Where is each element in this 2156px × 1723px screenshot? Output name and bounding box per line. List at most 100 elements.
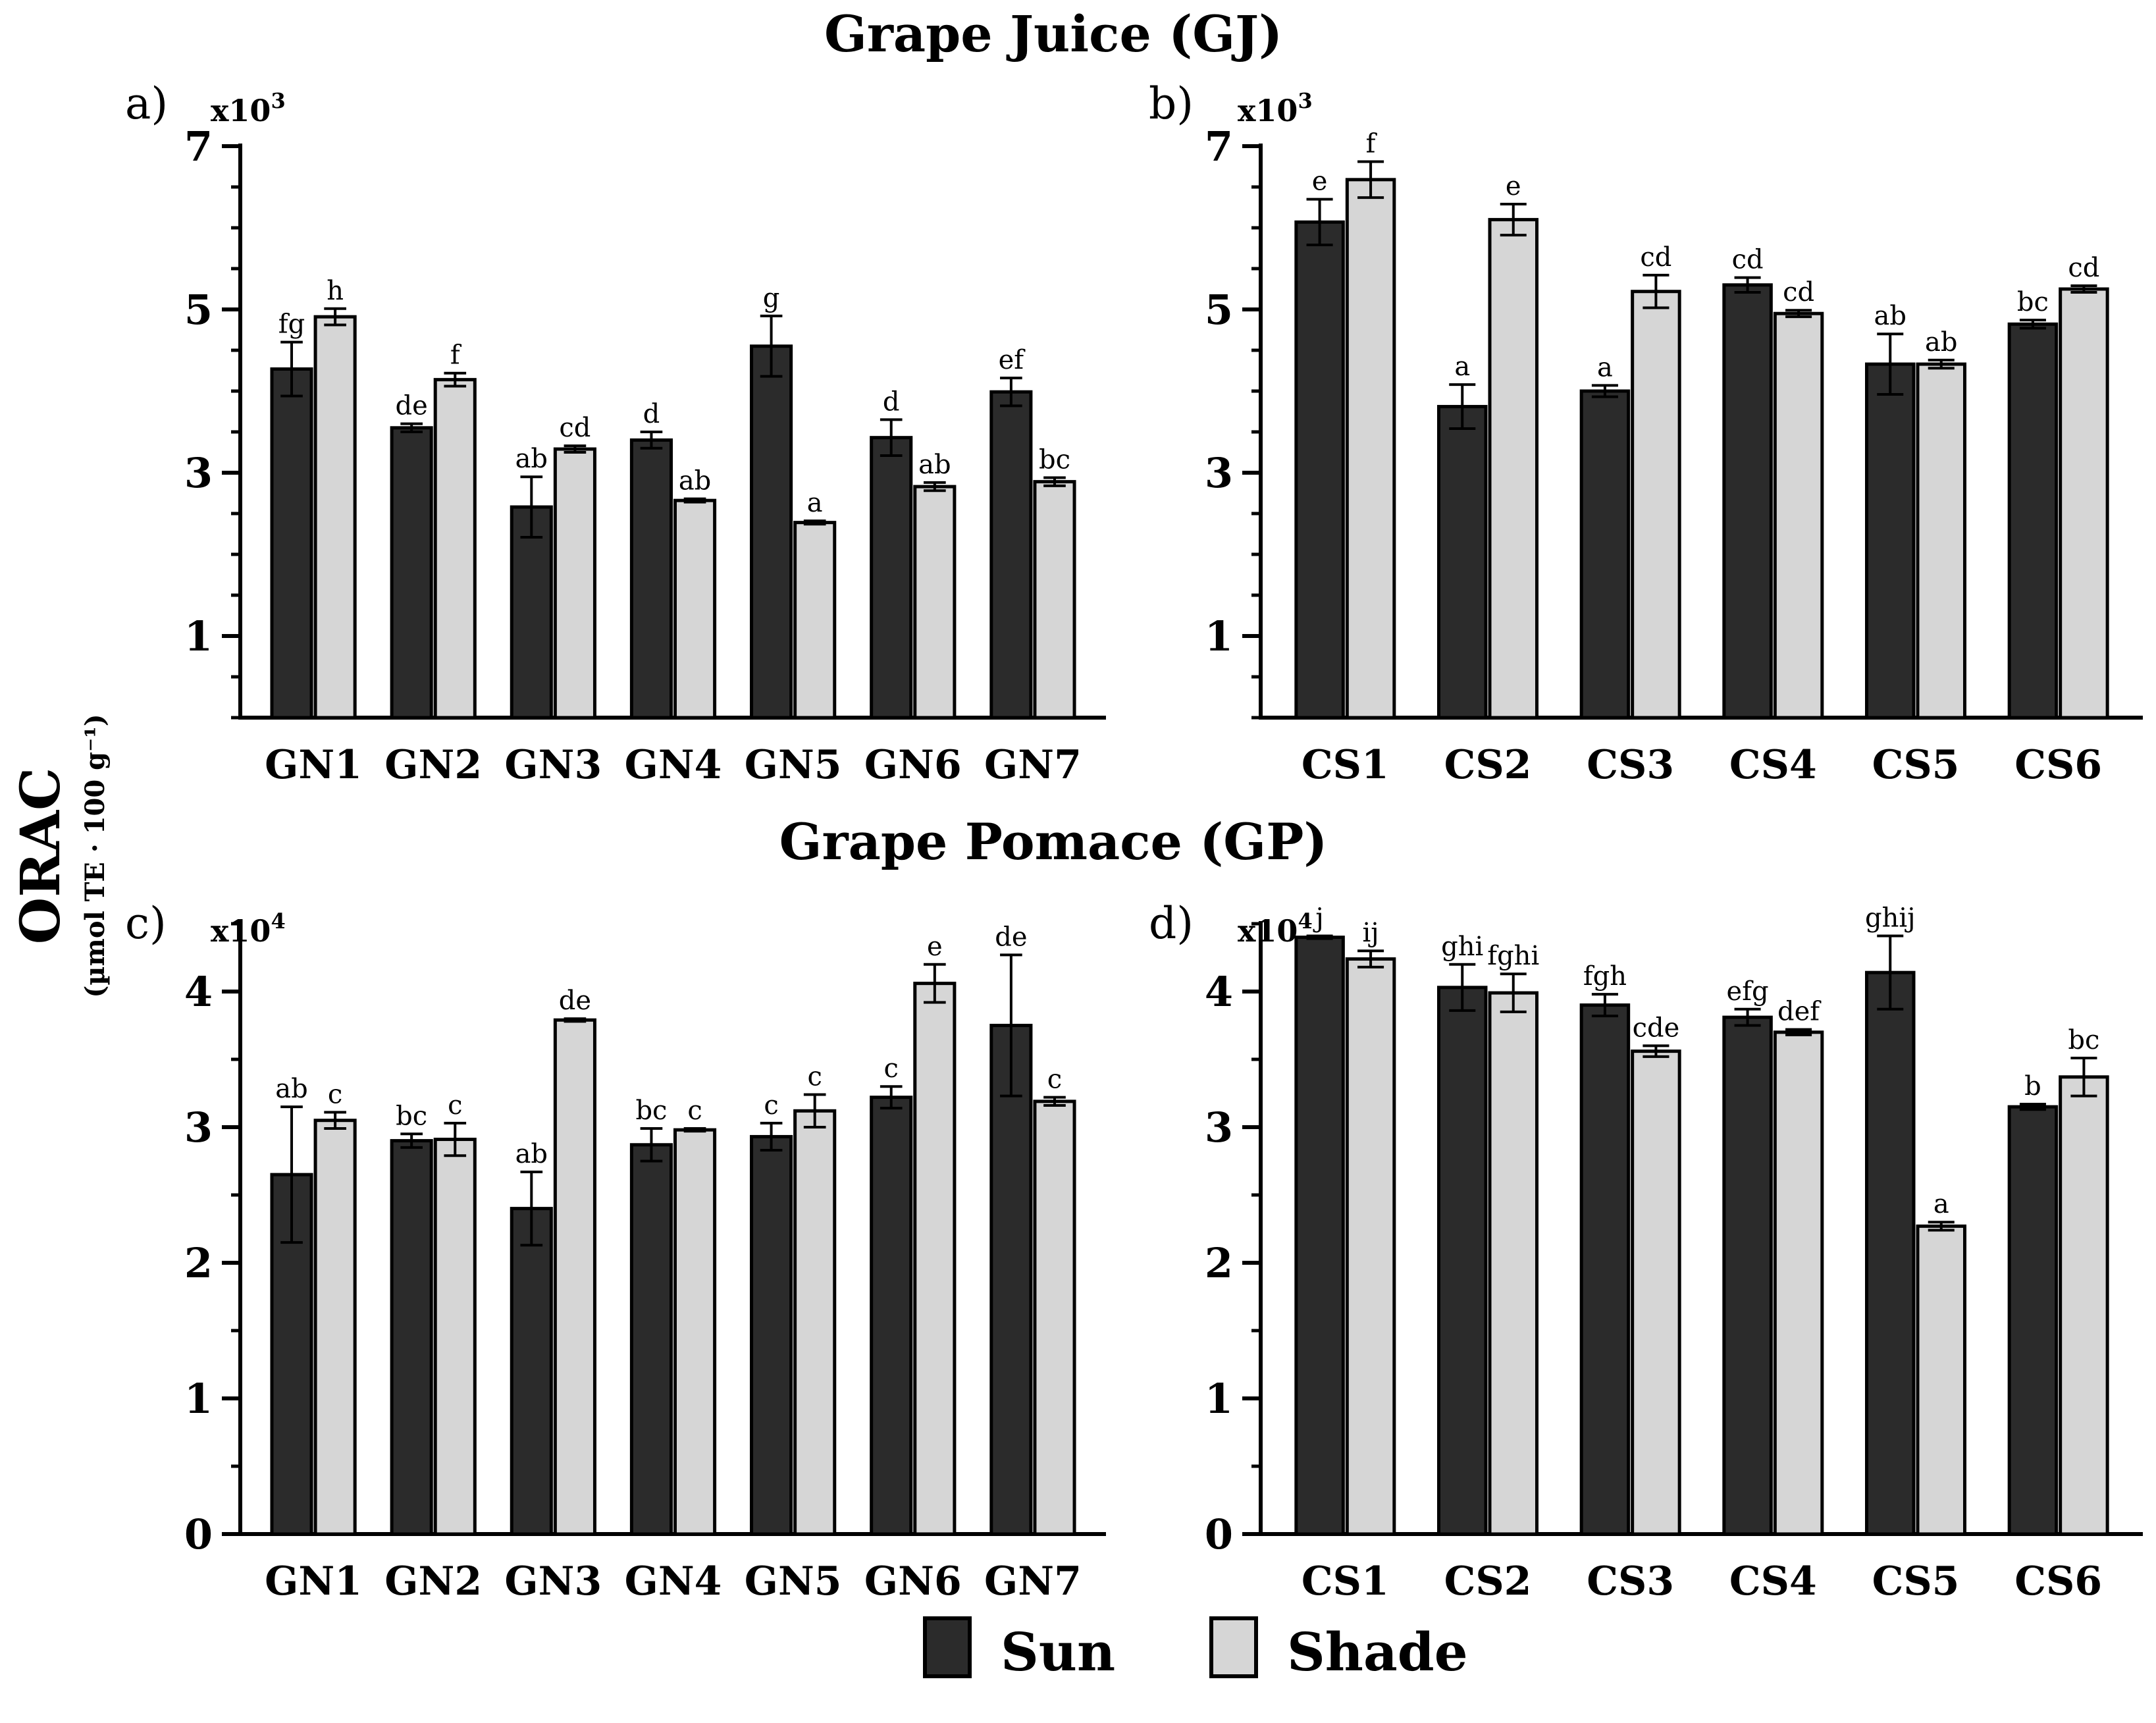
sun-bar — [1437, 405, 1488, 720]
x-tick-label: GN4 — [625, 742, 722, 788]
y-tick-label: 3 — [184, 1103, 213, 1152]
significance-letter: fg — [278, 309, 305, 340]
significance-letter: d — [643, 399, 660, 429]
shade-bar — [1488, 218, 1538, 720]
significance-letter: bc — [396, 1101, 427, 1131]
significance-letter: a — [1933, 1189, 1949, 1219]
shade-bar — [553, 447, 596, 720]
panel-c: c)x10401234GN1abcGN2bccGN3abdeGN4bccGN5c… — [125, 898, 1106, 1604]
y-tick-label: 3 — [1205, 449, 1233, 497]
y-tick-label: 0 — [184, 1510, 213, 1558]
y-tick-label: 7 — [1205, 122, 1233, 171]
significance-letter: ij — [1362, 918, 1379, 948]
significance-letter: c — [328, 1079, 342, 1109]
y-tick-label: 4 — [184, 968, 213, 1016]
x-tick-label: CS1 — [1301, 1558, 1389, 1604]
y-axis-title-main: ORAC — [9, 768, 72, 944]
y-tick-label: 7 — [184, 122, 213, 171]
panel-label: d) — [1149, 898, 1194, 949]
y-tick-label: 2 — [184, 1239, 213, 1287]
significance-letter: ghij — [1865, 903, 1916, 934]
axis-multiplier: x103 — [211, 88, 286, 128]
significance-letter: f — [1366, 129, 1378, 159]
grape-pomace-title: Grape Pomace (GP) — [779, 812, 1328, 871]
significance-letter: cd — [1640, 242, 1671, 273]
shade-bar — [1488, 991, 1538, 1536]
grape-juice-title: Grape Juice (GJ) — [824, 5, 1282, 63]
significance-letter: def — [1777, 997, 1822, 1027]
sun-bar — [1722, 283, 1773, 720]
x-tick-label: GN7 — [984, 1558, 1082, 1604]
significance-letter: c — [687, 1096, 702, 1126]
significance-letter: c — [764, 1090, 778, 1121]
sun-bar — [2007, 1105, 2059, 1536]
significance-letter: de — [396, 391, 428, 421]
shade-bar — [1631, 290, 1681, 720]
sun-bar — [1579, 1003, 1631, 1536]
x-tick-label: GN7 — [984, 742, 1082, 788]
significance-letter: bc — [1039, 444, 1070, 475]
sun-bar — [870, 1096, 913, 1536]
shade-bar — [1916, 1224, 1966, 1536]
significance-letter: ab — [679, 466, 711, 496]
sun-bar — [989, 1024, 1033, 1536]
shade-bar — [1345, 178, 1396, 720]
x-tick-label: CS5 — [1872, 1558, 1960, 1604]
sun-bar — [1722, 1015, 1773, 1536]
sun-bar — [2007, 322, 2059, 720]
x-tick-label: CS1 — [1301, 742, 1389, 788]
y-tick-label: 3 — [1205, 1103, 1233, 1152]
shade-bar — [1033, 480, 1076, 720]
significance-letter: cd — [1732, 245, 1764, 275]
panel-label: a) — [125, 78, 168, 129]
significance-letter: cd — [1783, 277, 1814, 307]
shade-bar — [1345, 957, 1396, 1536]
significance-letter: e — [1506, 171, 1521, 201]
significance-letter: bc — [2068, 1025, 2099, 1055]
y-tick-label: 3 — [184, 449, 213, 497]
significance-letter: e — [927, 932, 943, 962]
shade-bar — [1631, 1049, 1681, 1536]
sun-bar — [750, 1134, 793, 1536]
significance-letter: ab — [515, 1139, 548, 1169]
significance-letter: c — [448, 1090, 462, 1121]
y-tick-label: 5 — [1205, 286, 1233, 334]
significance-letter: g — [763, 283, 780, 313]
sun-bar — [1865, 970, 1916, 1536]
legend-label-sun: Sun — [1001, 1621, 1115, 1683]
shade-bar — [433, 378, 477, 720]
significance-letter: ab — [275, 1074, 307, 1104]
shade-bar — [313, 315, 357, 720]
x-tick-label: CS4 — [1729, 742, 1817, 788]
sun-bar — [390, 426, 433, 720]
significance-letter: e — [1312, 167, 1328, 197]
x-tick-label: GN6 — [864, 742, 962, 788]
shade-bar — [673, 498, 717, 720]
axis-multiplier: x104 — [1238, 909, 1313, 949]
significance-letter: ab — [1925, 327, 1957, 358]
shade-bar — [913, 982, 957, 1536]
x-tick-label: CS3 — [1587, 1558, 1674, 1604]
significance-letter: a — [807, 488, 823, 518]
shade-bar — [1773, 1030, 1824, 1536]
shade-bar — [433, 1138, 477, 1536]
shade-bar — [2059, 1075, 2109, 1536]
shade-bar — [313, 1119, 357, 1536]
y-tick-label: 2 — [1205, 1239, 1233, 1287]
sun-bar — [989, 390, 1033, 720]
significance-letter: a — [1454, 352, 1470, 382]
significance-letter: a — [1597, 352, 1613, 383]
significance-letter: de — [995, 922, 1027, 952]
shade-bar — [1773, 311, 1824, 720]
axis-multiplier: x103 — [1238, 88, 1313, 128]
significance-letter: c — [807, 1062, 822, 1092]
x-tick-label: CS3 — [1587, 742, 1674, 788]
x-tick-label: CS4 — [1729, 1558, 1817, 1604]
x-tick-label: GN4 — [625, 1558, 722, 1604]
x-tick-label: GN1 — [265, 1558, 362, 1604]
y-tick-label: 1 — [1205, 1375, 1233, 1423]
significance-letter: ab — [918, 450, 951, 480]
significance-letter: j — [1313, 903, 1323, 934]
y-tick-label: 1 — [184, 1375, 213, 1423]
significance-letter: cde — [1633, 1013, 1680, 1043]
